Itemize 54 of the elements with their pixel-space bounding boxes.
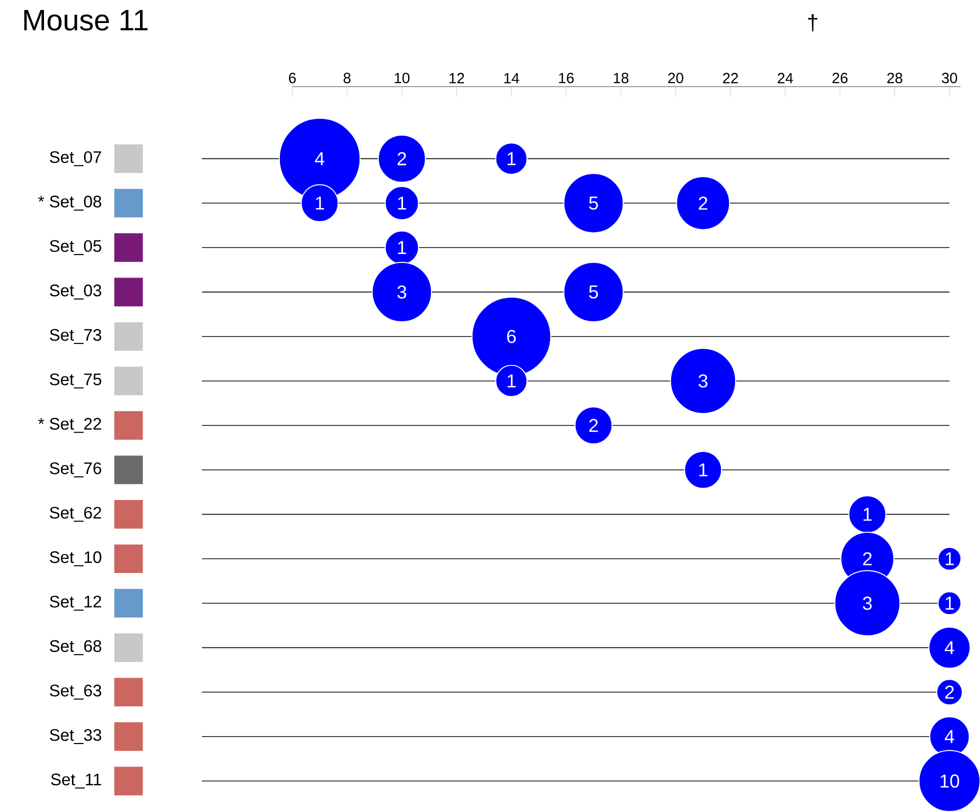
annotation: 4 bbox=[944, 730, 954, 744]
annotation: 2 bbox=[945, 686, 954, 699]
y-tick-label: Set_63 bbox=[50, 684, 102, 700]
annotation: 1 bbox=[946, 596, 954, 610]
x-tick-label: 24 bbox=[778, 73, 793, 84]
y-tick-label: Set_11 bbox=[51, 774, 102, 789]
annotation: 3 bbox=[698, 374, 708, 388]
y-tick-label: Set_07 bbox=[50, 151, 102, 166]
annotation: 1 bbox=[398, 196, 406, 210]
annotation: 3 bbox=[397, 286, 406, 299]
y-tick-label: Set_05 bbox=[50, 240, 102, 256]
x-tick-label: 12 bbox=[450, 73, 464, 84]
annotation: 4 bbox=[944, 641, 954, 654]
annotation: 1 bbox=[946, 552, 954, 566]
annotation: 4 bbox=[314, 152, 324, 166]
annotation: 2 bbox=[698, 196, 708, 210]
y-tick-label: Set_73 bbox=[50, 329, 102, 344]
annotation: 1 bbox=[699, 464, 708, 476]
annotation: 2 bbox=[398, 152, 406, 166]
x-tick-label: 28 bbox=[887, 72, 902, 84]
annotation: 10 bbox=[940, 774, 960, 788]
x-tick-label: 18 bbox=[614, 72, 628, 84]
x-tick-label: 26 bbox=[832, 72, 848, 84]
y-tick-label: Set_76 bbox=[50, 462, 102, 478]
annotation: 1 bbox=[508, 152, 516, 166]
annotation: 2 bbox=[863, 552, 872, 566]
y-tick-label: Set_10 bbox=[50, 551, 102, 566]
annotation: 6 bbox=[507, 330, 516, 344]
x-tick-label: 30 bbox=[942, 72, 958, 84]
y-tick-label: Set_12 bbox=[50, 596, 102, 611]
annotation: 1 bbox=[508, 374, 516, 388]
y-tick-label: Set_33 bbox=[50, 729, 102, 744]
y-tick-label: Set_68 bbox=[50, 640, 102, 656]
annotation: 5 bbox=[589, 286, 598, 299]
x-tick-label: 22 bbox=[723, 73, 738, 84]
y-tick-label: * Set_08 bbox=[38, 196, 102, 211]
x-tick-label: 16 bbox=[559, 72, 574, 84]
annotation: 3 bbox=[862, 596, 872, 610]
x-tick-label: 14 bbox=[504, 73, 520, 84]
x-tick-label: 20 bbox=[668, 72, 684, 84]
y-tick-label: Set_75 bbox=[50, 374, 102, 389]
annotation: 1 bbox=[864, 508, 872, 521]
annotation: 1 bbox=[316, 196, 324, 210]
y-tick-label: Set_03 bbox=[50, 284, 102, 300]
x-tick-label: 8 bbox=[344, 72, 351, 84]
text: † bbox=[808, 14, 818, 32]
chart-title: Mouse 11 bbox=[24, 10, 148, 31]
annotation: 2 bbox=[589, 419, 598, 432]
y-tick-label: * Set_22 bbox=[38, 418, 102, 434]
y-tick-label: Set_62 bbox=[50, 506, 102, 522]
annotation: 5 bbox=[589, 196, 598, 210]
x-tick-label: 6 bbox=[288, 72, 296, 84]
x-tick-label: 10 bbox=[394, 72, 410, 84]
annotation: 1 bbox=[398, 241, 406, 254]
